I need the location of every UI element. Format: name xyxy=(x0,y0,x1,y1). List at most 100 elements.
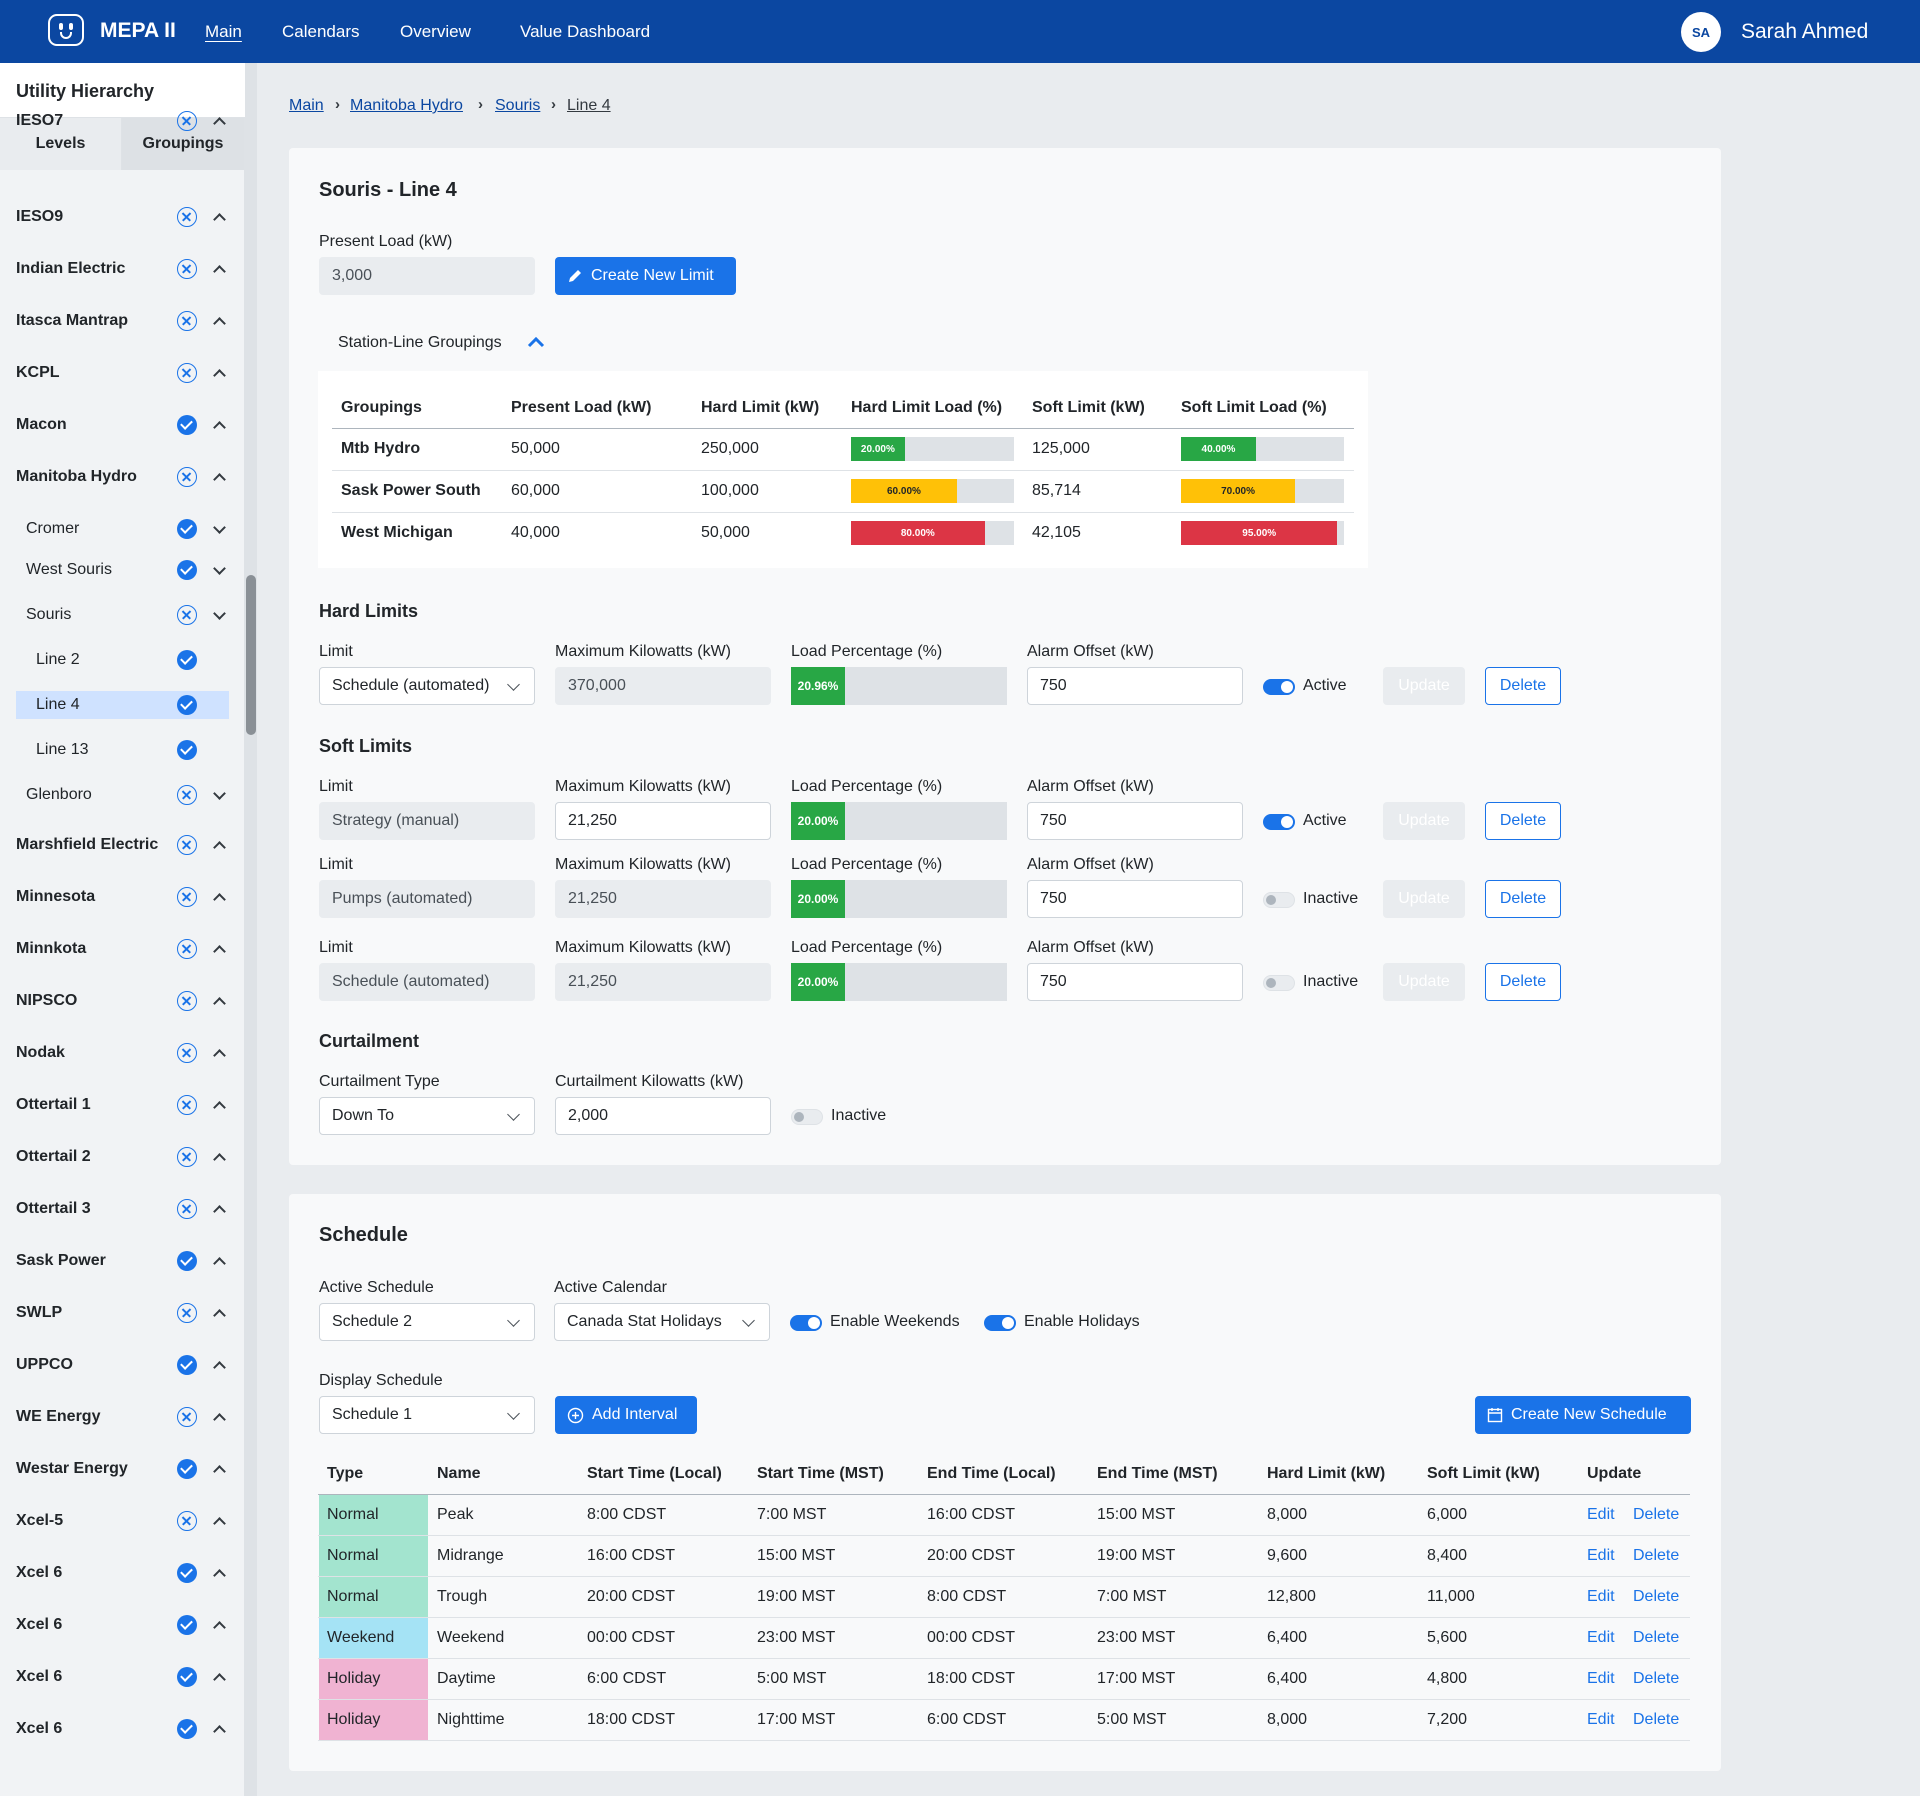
breadcrumb-souris[interactable]: Souris xyxy=(495,97,541,114)
chevron-up-icon[interactable] xyxy=(211,1669,227,1685)
edit-link[interactable]: Edit xyxy=(1587,1711,1615,1728)
active-toggle[interactable] xyxy=(1263,679,1295,695)
update-button[interactable]: Update xyxy=(1383,880,1465,918)
breadcrumb-line-4[interactable]: Line 4 xyxy=(567,97,611,114)
x-circle-icon[interactable] xyxy=(177,1407,197,1427)
chevron-up-icon[interactable] xyxy=(211,1409,227,1425)
sidebar-item[interactable]: Ottertail 1 xyxy=(16,1091,229,1119)
delete-link[interactable]: Delete xyxy=(1633,1670,1680,1687)
alarm-offset-field[interactable]: 750 xyxy=(1027,802,1243,840)
nav-main[interactable]: Main xyxy=(205,22,242,41)
sidebar-item[interactable]: Nodak xyxy=(16,1039,229,1067)
chevron-up-icon[interactable] xyxy=(211,1045,227,1061)
delete-button[interactable]: Delete xyxy=(1485,880,1561,918)
x-circle-icon[interactable] xyxy=(177,939,197,959)
x-circle-icon[interactable] xyxy=(177,207,197,227)
curtailment-type-select[interactable]: Down To xyxy=(319,1097,535,1135)
create-new-limit-button[interactable]: Create New Limit xyxy=(555,257,736,295)
x-circle-icon[interactable] xyxy=(177,605,197,625)
sidebar-item[interactable]: Souris xyxy=(16,601,229,629)
chevron-down-icon[interactable] xyxy=(211,521,227,537)
delete-link[interactable]: Delete xyxy=(1633,1547,1680,1564)
tab-levels[interactable]: Levels xyxy=(0,118,122,170)
avatar[interactable]: SA xyxy=(1681,12,1721,52)
chevron-up-icon[interactable] xyxy=(211,113,227,129)
x-circle-icon[interactable] xyxy=(177,467,197,487)
display-schedule-select[interactable]: Schedule 1 xyxy=(319,1396,535,1434)
chevron-up-icon[interactable] xyxy=(211,1513,227,1529)
sidebar-item[interactable]: Xcel-5 xyxy=(16,1507,229,1535)
chevron-up-icon[interactable] xyxy=(211,1253,227,1269)
chevron-up-icon[interactable] xyxy=(211,469,227,485)
sidebar-item[interactable]: Minnesota xyxy=(16,883,229,911)
sidebar-item[interactable]: IESO7 xyxy=(16,107,229,135)
check-circle-icon[interactable] xyxy=(177,695,197,715)
update-button[interactable]: Update xyxy=(1383,667,1465,705)
x-circle-icon[interactable] xyxy=(177,1095,197,1115)
chevron-up-icon[interactable] xyxy=(211,1201,227,1217)
chevron-down-icon[interactable] xyxy=(211,562,227,578)
breadcrumb-main[interactable]: Main xyxy=(289,97,324,114)
sidebar-item[interactable]: Itasca Mantrap xyxy=(16,307,229,335)
edit-link[interactable]: Edit xyxy=(1587,1629,1615,1646)
check-circle-icon[interactable] xyxy=(177,560,197,580)
enable-holidays-toggle[interactable] xyxy=(984,1315,1016,1331)
breadcrumb-manitoba-hydro[interactable]: Manitoba Hydro xyxy=(350,97,463,114)
sidebar-item[interactable]: Line 13 xyxy=(16,736,229,764)
chevron-up-icon[interactable] xyxy=(211,1565,227,1581)
delete-link[interactable]: Delete xyxy=(1633,1711,1680,1728)
max-kw-field[interactable]: 21,250 xyxy=(555,802,771,840)
delete-button[interactable]: Delete xyxy=(1485,802,1561,840)
edit-link[interactable]: Edit xyxy=(1587,1547,1615,1564)
chevron-up-icon[interactable] xyxy=(211,209,227,225)
check-circle-icon[interactable] xyxy=(177,650,197,670)
check-circle-icon[interactable] xyxy=(177,1615,197,1635)
chevron-up-icon[interactable] xyxy=(211,889,227,905)
delete-link[interactable]: Delete xyxy=(1633,1588,1680,1605)
active-calendar-select[interactable]: Canada Stat Holidays xyxy=(554,1303,770,1341)
check-circle-icon[interactable] xyxy=(177,1459,197,1479)
check-circle-icon[interactable] xyxy=(177,1563,197,1583)
nav-calendars[interactable]: Calendars xyxy=(282,22,360,41)
delete-link[interactable]: Delete xyxy=(1633,1629,1680,1646)
sidebar-item[interactable]: Minnkota xyxy=(16,935,229,963)
chevron-up-icon[interactable] xyxy=(211,417,227,433)
chevron-down-icon[interactable] xyxy=(211,607,227,623)
x-circle-icon[interactable] xyxy=(177,887,197,907)
x-circle-icon[interactable] xyxy=(177,1511,197,1531)
check-circle-icon[interactable] xyxy=(177,1251,197,1271)
sidebar-item[interactable]: NIPSCO xyxy=(16,987,229,1015)
check-circle-icon[interactable] xyxy=(177,1719,197,1739)
chevron-up-icon[interactable] xyxy=(526,335,546,349)
sidebar-item[interactable]: Xcel 6 xyxy=(16,1559,229,1587)
curtailment-kw-field[interactable]: 2,000 xyxy=(555,1097,771,1135)
sidebar-item[interactable]: UPPCO xyxy=(16,1351,229,1379)
sidebar-item[interactable]: Cromer xyxy=(16,515,229,543)
chevron-up-icon[interactable] xyxy=(211,1617,227,1633)
sidebar-item[interactable]: Xcel 6 xyxy=(16,1715,229,1743)
edit-link[interactable]: Edit xyxy=(1587,1506,1615,1523)
sidebar-item[interactable]: Marshfield Electric xyxy=(16,831,229,859)
x-circle-icon[interactable] xyxy=(177,259,197,279)
edit-link[interactable]: Edit xyxy=(1587,1588,1615,1605)
alarm-offset-field[interactable]: 750 xyxy=(1027,880,1243,918)
check-circle-icon[interactable] xyxy=(177,415,197,435)
alarm-offset-field[interactable]: 750 xyxy=(1027,667,1243,705)
edit-link[interactable]: Edit xyxy=(1587,1670,1615,1687)
chevron-up-icon[interactable] xyxy=(211,261,227,277)
delete-button[interactable]: Delete xyxy=(1485,963,1561,1001)
sidebar-item[interactable]: Westar Energy xyxy=(16,1455,229,1483)
active-toggle[interactable] xyxy=(1263,814,1295,830)
x-circle-icon[interactable] xyxy=(177,363,197,383)
nav-overview[interactable]: Overview xyxy=(400,22,471,41)
sidebar-item[interactable]: Manitoba Hydro xyxy=(16,463,229,491)
sidebar-item[interactable]: IESO9 xyxy=(16,203,229,231)
x-circle-icon[interactable] xyxy=(177,835,197,855)
sidebar-item[interactable]: Indian Electric xyxy=(16,255,229,283)
delete-button[interactable]: Delete xyxy=(1485,667,1561,705)
x-circle-icon[interactable] xyxy=(177,111,197,131)
delete-link[interactable]: Delete xyxy=(1633,1506,1680,1523)
chevron-down-icon[interactable] xyxy=(211,787,227,803)
sidebar-scrollbar-thumb[interactable] xyxy=(246,575,256,735)
sidebar-item[interactable]: West Souris xyxy=(16,556,229,584)
